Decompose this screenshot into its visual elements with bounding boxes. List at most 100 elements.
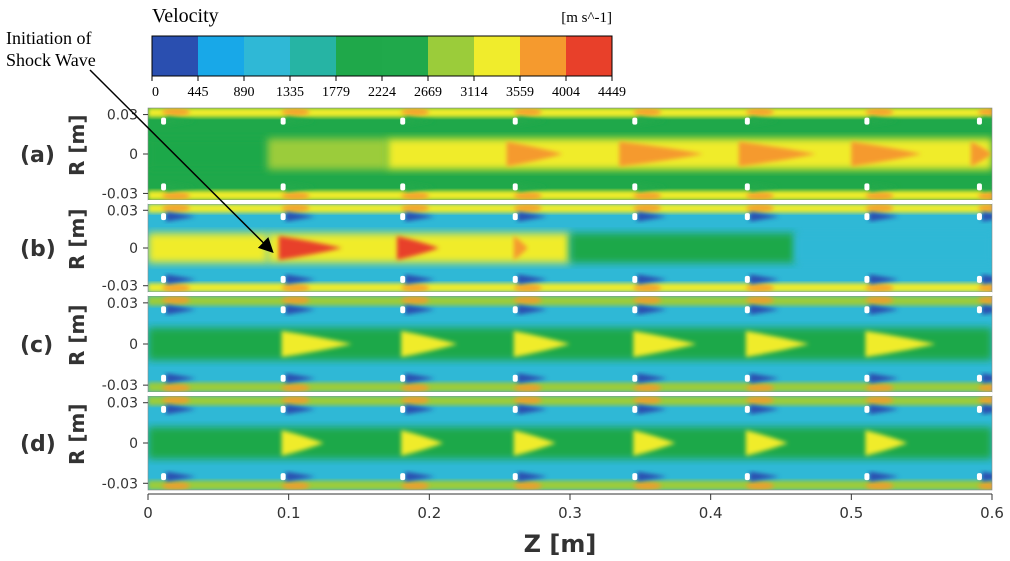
core-plume (865, 330, 936, 358)
injector-jet (637, 471, 668, 482)
colorbar-swatch (520, 36, 567, 76)
injector-port (400, 473, 406, 481)
y-tick-label: -0.03 (102, 186, 138, 202)
injector-port (744, 183, 750, 191)
colorbar-title: Velocity (152, 5, 219, 27)
wall-hot-spot (865, 396, 894, 404)
wall-hot-spot (633, 482, 662, 490)
injector-port (744, 405, 750, 413)
wall-hot-spot (977, 482, 992, 490)
injector-port (632, 473, 638, 481)
injector-port (161, 117, 167, 125)
colorbar-swatch (382, 36, 429, 76)
core-plume (970, 141, 992, 167)
injector-port (632, 275, 638, 283)
core-plume (738, 141, 817, 167)
annotation-arrow (89, 69, 274, 254)
wall-hot-spot (513, 284, 542, 292)
wall-hot-spot (865, 204, 894, 212)
injector-jet (637, 373, 668, 384)
injector-jet (749, 471, 780, 482)
injector-port (512, 213, 518, 221)
injector-jet (749, 116, 780, 127)
wall-hot-spot (633, 204, 662, 212)
injector-jet (405, 211, 436, 222)
y-tick-label: 0 (129, 147, 138, 163)
injector-jet (637, 181, 668, 192)
wall-hot-spot (633, 108, 662, 116)
wall-hot-spot (865, 192, 894, 200)
wall-hot-spot (281, 482, 310, 490)
core-plume (513, 430, 556, 456)
colorbar-swatch (428, 36, 475, 76)
y-tick-label: 0 (129, 337, 138, 353)
colorbar-tick-label: 2224 (368, 85, 396, 100)
core-band (795, 233, 992, 263)
injector-jet (405, 304, 436, 315)
injector-port (161, 374, 167, 382)
wall-hot-spot (745, 108, 774, 116)
injector-jet (405, 373, 436, 384)
core-plume (865, 430, 908, 456)
injector-port (976, 183, 982, 191)
wall-band-top (148, 296, 992, 306)
injector-jet (749, 304, 780, 315)
injector-port (864, 275, 870, 283)
wall-hot-spot (977, 396, 992, 404)
injector-port (512, 117, 518, 125)
colorbar-tick-label: 1335 (276, 85, 304, 100)
injector-port (280, 275, 286, 283)
injector-port (744, 275, 750, 283)
core-plume (513, 236, 528, 260)
core-band (267, 138, 388, 170)
shock-wave-annotation: Initiation of Shock Wave (6, 28, 96, 70)
core-plume (745, 330, 810, 358)
panel-label: (b) (20, 237, 56, 262)
injector-jet (285, 373, 316, 384)
x-tick-label: 0.4 (699, 504, 723, 522)
injector-jet (517, 181, 548, 192)
wall-hot-spot (513, 204, 542, 212)
injector-jet (981, 404, 992, 415)
injector-port (632, 183, 638, 191)
injector-port (864, 374, 870, 382)
wall-hot-spot (633, 296, 662, 304)
injector-jet (749, 181, 780, 192)
panel-separator (148, 392, 992, 396)
injector-port (400, 306, 406, 314)
wall-band-bottom (148, 382, 992, 392)
wall-hot-spot (977, 108, 992, 116)
core-plume (633, 430, 676, 456)
injector-port (400, 117, 406, 125)
injector-jet (285, 211, 316, 222)
injector-port (632, 117, 638, 125)
panel-b (147, 203, 993, 293)
injector-jet (869, 211, 900, 222)
injector-jet (637, 304, 668, 315)
annotation-label: Initiation of Shock Wave (6, 28, 96, 70)
injector-jet (981, 211, 992, 222)
injector-jet (981, 471, 992, 482)
colorbar-tick-label: 2669 (414, 85, 442, 100)
colorbar-tick-label: 890 (234, 85, 255, 100)
injector-port (976, 213, 982, 221)
injector-jet (285, 181, 316, 192)
panel-d (147, 395, 993, 491)
x-tick-label: 0.6 (980, 504, 1004, 522)
injector-port (864, 473, 870, 481)
wall-hot-spot (865, 482, 894, 490)
injector-port (280, 306, 286, 314)
wall-hot-spot (281, 284, 310, 292)
injector-port (864, 117, 870, 125)
injector-jet (166, 211, 197, 222)
wall-hot-spot (977, 296, 992, 304)
injector-jet (166, 373, 197, 384)
wall-hot-spot (281, 396, 310, 404)
injector-jet (517, 373, 548, 384)
injector-port (976, 275, 982, 283)
core-band (148, 233, 268, 263)
wall-hot-spot (162, 296, 191, 304)
wall-hot-spot (865, 384, 894, 392)
core-plume (633, 330, 697, 358)
injector-port (976, 117, 982, 125)
